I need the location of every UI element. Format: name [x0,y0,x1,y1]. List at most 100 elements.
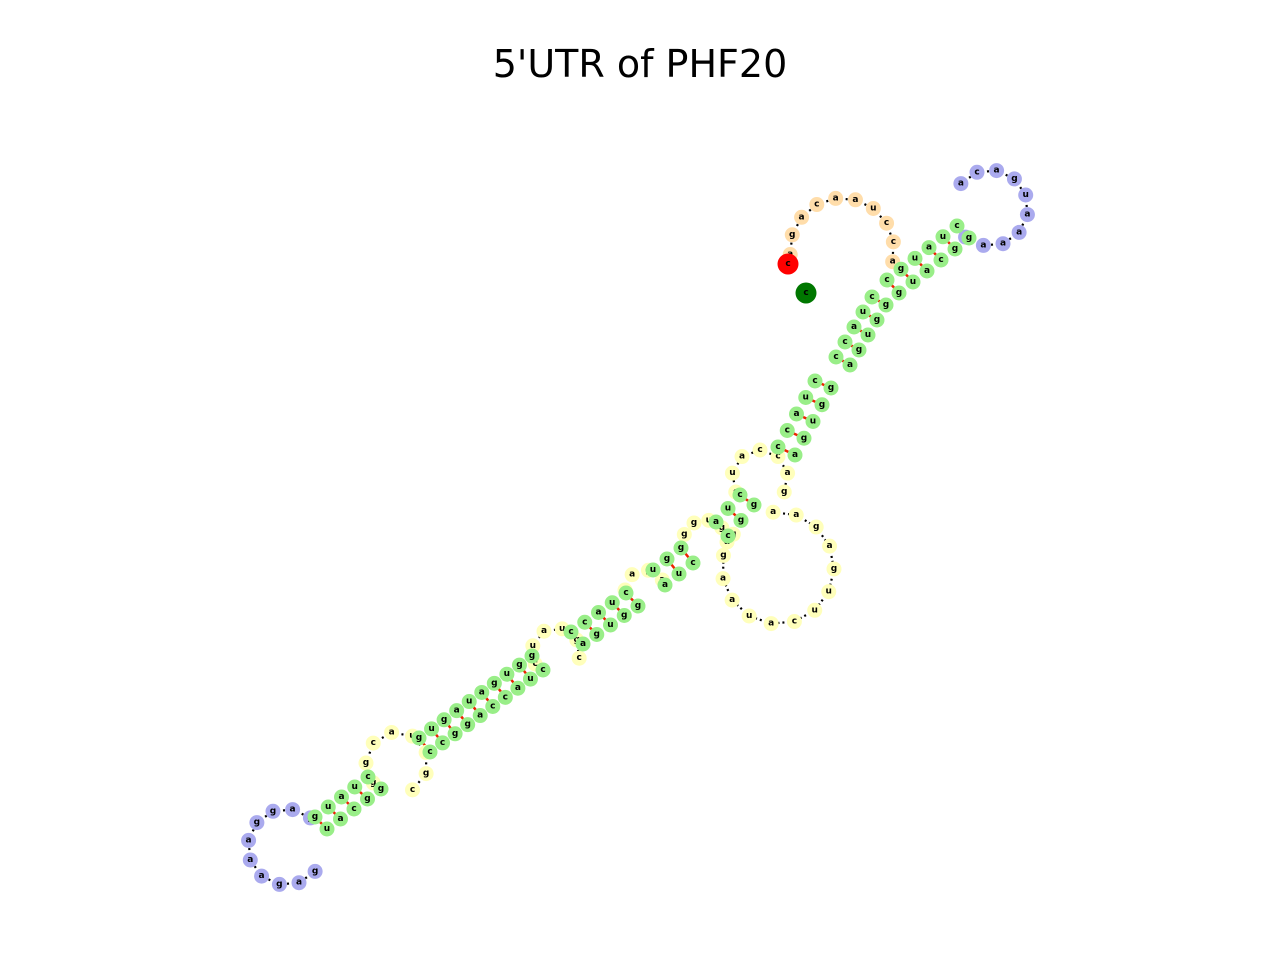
nucleotide-circle [624,567,640,583]
nucleotide: g [447,726,463,742]
nucleotide-letter: a [768,619,774,629]
backbone-link [828,545,836,570]
nucleotide: u [905,274,921,290]
nucleotide-circle [822,538,838,554]
nucleotide-letter: a [246,835,252,845]
nucleotide-circle [919,263,935,279]
nucleotide: g [307,863,323,879]
nucleotide-circle [732,487,748,503]
nucleotide-letter: a [629,570,635,580]
nucleotide-circle [657,577,673,593]
nucleotide: a [708,514,724,530]
nucleotide-letter: c [351,804,356,814]
nucleotide: u [1018,187,1034,203]
nucleotide-letter: u [940,232,946,242]
nucleotide-circle [435,735,451,751]
nucleotide: a [333,811,348,827]
nucleotide-circle [752,442,768,458]
nucleotide-letter: a [827,541,833,551]
nucleotide-circle [786,614,802,630]
nucleotide-circle [333,811,348,827]
nucleotide-circle [510,680,526,696]
backbone-link [364,742,375,764]
nucleotide: a [734,449,750,465]
nucleotide-letter: g [516,660,522,670]
nucleotide: g [360,791,375,807]
nucleotide-circle [265,803,281,819]
nucleotide: u [499,666,515,682]
nucleotide-letter: u [607,620,613,630]
nucleotide-circle [879,272,895,288]
nucleotide: u [320,799,336,815]
nucleotide: u [805,414,821,429]
backbone-link [771,620,795,625]
nucleotide-letter: g [621,611,627,621]
nucleotide-letter: g [378,784,384,794]
nucleotide: c [618,585,634,601]
nucleotide-letter: g [635,601,641,611]
nucleotide-letter: u [466,697,472,707]
nucleotide-circle [360,769,376,785]
nucleotide: a [291,875,307,891]
nucleotide-circle [291,875,307,891]
nucleotide: c [933,252,949,268]
nucleotide: a [794,209,810,225]
nucleotide-circle [659,551,675,567]
nucleotide-circle [715,547,731,563]
nucleotide-circle [770,439,786,455]
nucleotide-circle [807,602,823,618]
nucleotide-letter: a [980,240,986,250]
nucleotide-circle [603,617,618,633]
nucleotide: g [869,312,885,328]
nucleotide-letter: a [770,507,776,517]
nucleotide-letter: a [852,195,858,205]
nucleotide-circle [575,636,591,652]
nucleotide: g [373,781,389,797]
nucleotide: g [826,561,842,577]
nucleotide-circle [589,627,605,642]
nucleotide-letter: c [803,288,808,298]
nucleotide: a [921,240,937,256]
nucleotide-letter: g [594,630,600,640]
nucleotide-circle [789,406,804,422]
backbone-link [391,731,413,738]
nucleotide-circle [673,540,689,556]
nucleotide: c [497,689,513,705]
nucleotide-circle [485,698,501,714]
nucleotide-circle [989,163,1005,179]
nucleotide-circle [365,735,381,751]
nucleotide-circle [953,176,969,192]
nucleotide-circle [472,708,488,724]
nucleotide-circle [921,240,937,256]
nucleotide-circle [796,430,812,446]
nucleotide-letter: g [831,564,837,574]
nucleotide-letter: u [559,624,565,634]
nucleotide: a [975,237,991,253]
nucleotide-letter: c [884,218,889,228]
nucleotide: c [786,614,802,630]
nucleotide-letter: c [814,200,819,210]
nucleotide: a [780,465,796,481]
nucleotide: a [788,507,804,523]
nucleotide-circle [821,584,837,600]
nucleotide: c [879,272,895,288]
nucleotide-circle [571,650,587,666]
nucleotide-circle [724,465,740,481]
nucleotide: c [770,439,786,455]
nucleotide: a [536,623,552,639]
nucleotide: a [334,789,349,805]
nucleotide-letter: c [775,442,780,452]
nucleotide-letter: u [870,203,876,213]
nucleotide-letter: a [729,595,735,605]
nucleotide-circle [808,519,824,535]
nucleotide-letter: a [259,871,265,881]
nucleotide-letter: a [785,468,791,478]
nucleotide-circle [347,779,363,795]
nucleotide-letter: g [896,288,902,298]
nucleotide: g [715,547,731,563]
nucleotide: u [821,584,837,600]
nucleotide-circle [360,791,375,807]
nucleotide: g [676,526,692,542]
nucleotide: c [969,164,985,180]
nucleotide-circle [1019,207,1035,223]
